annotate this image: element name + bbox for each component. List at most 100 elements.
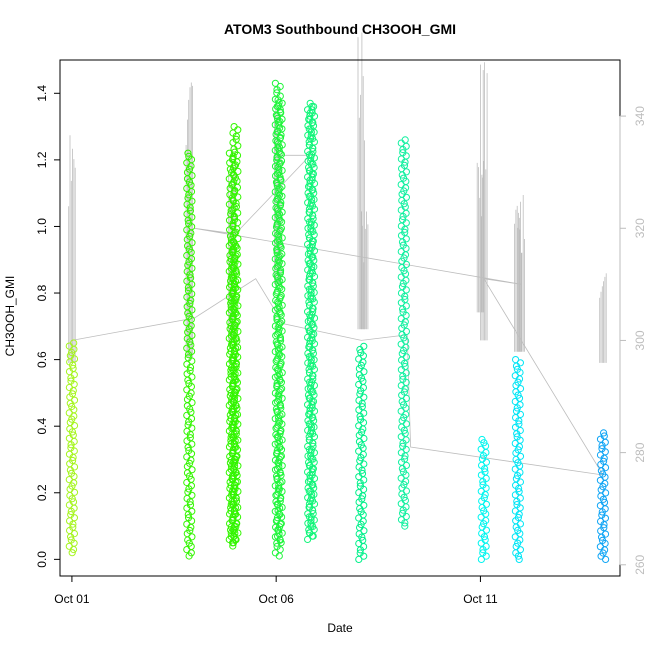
data-point	[184, 149, 192, 157]
data-point	[399, 346, 408, 355]
data-point	[401, 452, 409, 460]
data-point	[232, 359, 240, 367]
data-point	[477, 471, 485, 479]
data-point	[68, 549, 76, 557]
scatter-series	[511, 356, 525, 564]
y-axis-left: 0.0 0.2 0.4 0.6 0.8 1.0 1.2 1.4	[35, 85, 61, 568]
data-point	[399, 145, 407, 154]
data-point	[275, 414, 283, 422]
y-tick-label: 0.2	[35, 484, 49, 501]
data-point	[188, 424, 196, 432]
data-point	[274, 439, 282, 447]
data-point	[482, 458, 490, 466]
data-point	[230, 145, 238, 153]
data-point	[234, 487, 242, 495]
data-point	[310, 365, 318, 373]
data-point	[598, 533, 606, 541]
y-right-tick-label: 300	[633, 330, 647, 350]
data-point	[229, 446, 237, 454]
data-point	[186, 204, 194, 212]
data-point	[305, 272, 314, 280]
data-point	[360, 434, 368, 443]
data-point	[513, 430, 521, 438]
data-point	[183, 386, 191, 394]
data-point	[305, 513, 313, 521]
data-point	[305, 125, 313, 133]
data-point	[277, 426, 285, 434]
data-point	[69, 361, 77, 369]
data-point	[516, 520, 525, 528]
scatter-series	[183, 123, 242, 560]
data-point	[513, 404, 521, 412]
data-point	[276, 535, 284, 544]
data-point	[234, 235, 242, 243]
data-point	[309, 506, 317, 514]
data-point	[357, 454, 365, 462]
data-point	[511, 465, 519, 473]
data-point	[309, 439, 317, 447]
data-point	[397, 407, 405, 415]
data-point	[514, 391, 522, 399]
data-point	[397, 248, 405, 256]
line-series-spike	[360, 211, 369, 330]
data-point	[309, 237, 317, 245]
data-point	[278, 327, 286, 335]
data-point	[307, 157, 315, 165]
data-point	[276, 468, 284, 476]
y-tick-label: 0.8	[35, 284, 49, 301]
data-point	[232, 401, 240, 409]
y-tick-label: 1.0	[35, 218, 49, 235]
data-point	[360, 368, 368, 376]
data-point	[307, 199, 316, 207]
data-point	[359, 492, 367, 500]
data-point	[186, 363, 195, 371]
data-point	[277, 494, 285, 502]
scatter-series	[355, 342, 368, 564]
data-point	[516, 452, 525, 460]
data-point	[273, 86, 281, 94]
scatter-series	[477, 435, 490, 564]
data-point	[399, 439, 407, 447]
data-point	[307, 519, 315, 527]
data-point	[401, 519, 409, 527]
data-point	[273, 247, 281, 255]
data-point	[402, 327, 410, 335]
data-point	[230, 347, 239, 355]
y-tick-label: 1.2	[35, 151, 49, 168]
data-point	[277, 131, 285, 139]
data-point	[271, 79, 279, 87]
data-point	[186, 498, 194, 506]
data-point	[358, 466, 366, 474]
data-point	[307, 385, 315, 393]
data-point	[274, 346, 282, 354]
y-right-tick-label: 320	[633, 218, 647, 238]
data-point	[67, 374, 75, 382]
data-point	[401, 225, 409, 233]
data-point	[229, 542, 237, 550]
data-point	[275, 388, 283, 396]
data-point	[400, 200, 408, 208]
data-point	[188, 373, 196, 381]
y-tick-label: 1.4	[35, 85, 49, 102]
data-point	[232, 334, 240, 342]
data-point	[277, 266, 285, 274]
x-tick-label: Oct 01	[54, 592, 90, 606]
data-point	[273, 179, 281, 187]
data-point	[360, 501, 368, 509]
data-point	[310, 138, 318, 146]
data-point	[233, 452, 241, 460]
data-point	[274, 434, 282, 442]
data-point	[600, 454, 608, 462]
y-tick-label: 0.4	[35, 418, 49, 435]
data-point	[275, 320, 283, 329]
data-point	[355, 355, 363, 363]
data-point	[310, 205, 319, 213]
data-point	[231, 481, 239, 489]
data-point	[511, 372, 519, 380]
data-point	[184, 216, 192, 224]
data-point	[309, 304, 317, 313]
y-tick-label: 0.0	[35, 551, 49, 568]
data-point	[229, 513, 237, 521]
data-point	[185, 552, 193, 560]
data-point	[360, 342, 368, 350]
